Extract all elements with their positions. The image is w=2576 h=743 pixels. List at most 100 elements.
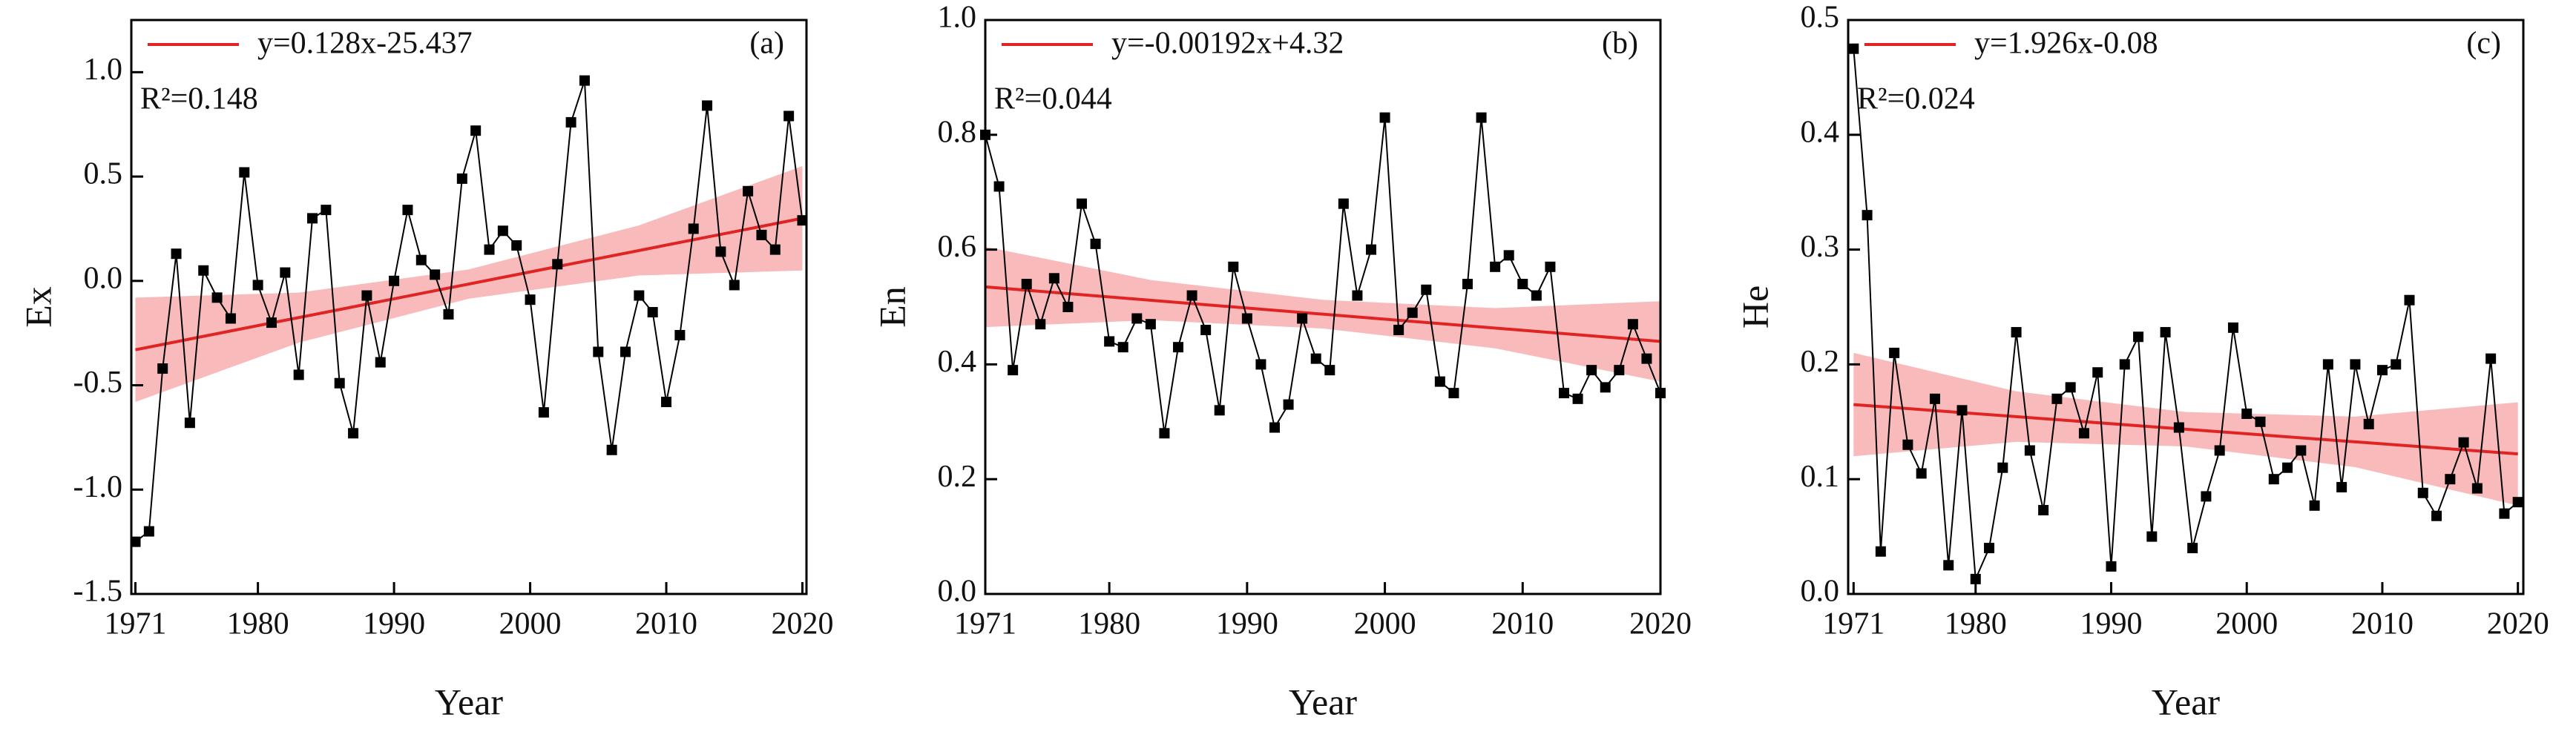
- data-point: [456, 173, 467, 184]
- y-tick-label: 1.0: [84, 53, 123, 87]
- data-point: [1283, 399, 1294, 410]
- data-point: [1902, 439, 1913, 450]
- legend-label: y=1.926x-0.08: [1974, 27, 2158, 61]
- y-tick-label: 0.8: [938, 115, 977, 149]
- data-point: [2011, 327, 2022, 338]
- trend-line: [135, 217, 803, 351]
- data-point: [1848, 43, 1859, 54]
- y-tick-label: -0.5: [73, 366, 123, 400]
- data-point: [389, 275, 400, 286]
- panel-label: (b): [1602, 27, 1638, 61]
- data-point: [321, 205, 332, 216]
- y-tick-label: 0.3: [1801, 230, 1840, 264]
- data-point: [1393, 324, 1404, 335]
- data-point: [1117, 342, 1128, 353]
- data-point: [2485, 353, 2497, 364]
- data-point: [1503, 250, 1514, 261]
- data-point: [143, 526, 154, 537]
- data-point: [565, 116, 576, 128]
- data-point: [2092, 367, 2103, 378]
- data-point: [2024, 445, 2035, 456]
- data-point: [470, 125, 482, 136]
- data-point: [511, 240, 522, 251]
- data-point: [1200, 324, 1212, 335]
- data-point: [430, 269, 441, 280]
- data-line: [134, 80, 804, 543]
- data-point: [702, 100, 713, 111]
- data-point: [1641, 353, 1652, 364]
- data-point: [2282, 462, 2293, 473]
- data-point: [1889, 347, 1900, 358]
- data-point: [661, 397, 672, 408]
- data-point: [2309, 500, 2320, 511]
- data-point: [2255, 416, 2266, 427]
- data-point: [1586, 365, 1597, 376]
- x-tick-label: 2010: [635, 607, 697, 641]
- data-point: [361, 290, 372, 301]
- data-point: [1352, 290, 1363, 301]
- data-point: [348, 428, 359, 439]
- annotation: R²=0.024: [1857, 82, 1975, 116]
- data-point: [184, 417, 195, 429]
- data-point: [647, 307, 658, 318]
- data-point: [1269, 422, 1280, 433]
- data-point: [688, 223, 699, 234]
- data-point: [1559, 388, 1569, 399]
- data-point: [1407, 307, 1418, 318]
- x-tick-label: 2000: [2215, 607, 2278, 641]
- data-point: [1077, 198, 1087, 209]
- x-axis-label: Year: [435, 681, 503, 722]
- y-tick-label: 0.4: [1801, 115, 1840, 149]
- x-tick-label: 1971: [954, 607, 1016, 641]
- data-point: [307, 213, 318, 224]
- data-point: [606, 444, 617, 455]
- data-point: [252, 280, 263, 291]
- y-tick-label: -1.0: [73, 470, 123, 504]
- data-point: [1572, 393, 1583, 404]
- data-point: [1008, 365, 1019, 376]
- data-point: [2350, 359, 2361, 370]
- x-tick-label: 2000: [499, 607, 562, 641]
- data-line: [1853, 48, 2519, 580]
- data-point: [674, 329, 686, 340]
- data-point: [2296, 445, 2307, 456]
- data-point: [2445, 474, 2456, 485]
- data-point: [1021, 279, 1032, 290]
- data-point: [2376, 365, 2388, 376]
- x-tick-label: 2000: [1354, 607, 1416, 641]
- data-point: [525, 294, 536, 306]
- data-point: [1104, 336, 1115, 347]
- trend-line: [985, 285, 1661, 343]
- x-tick-label: 1990: [363, 607, 425, 641]
- legend-label: y=-0.00192x+4.32: [1111, 27, 1344, 61]
- y-tick-label: 0.2: [938, 460, 977, 494]
- plot-frame: [1847, 19, 2525, 595]
- data-point: [211, 292, 223, 303]
- x-tick-label: 1990: [1216, 607, 1278, 641]
- data-point: [1228, 261, 1239, 272]
- y-tick-label: 0.4: [938, 345, 977, 379]
- y-tick-label: 0.0: [938, 575, 977, 609]
- data-point: [2363, 418, 2374, 429]
- data-point: [1545, 261, 1556, 272]
- data-point: [2173, 422, 2184, 433]
- data-point: [1241, 313, 1252, 324]
- data-point: [2458, 437, 2469, 448]
- data-point: [2391, 359, 2402, 370]
- data-point: [579, 75, 590, 86]
- y-tick-label: 0.2: [1801, 345, 1840, 379]
- data-point: [783, 110, 795, 122]
- data-point: [280, 267, 291, 278]
- data-point: [1366, 244, 1376, 255]
- data-point: [1943, 560, 1954, 571]
- data-point: [1324, 365, 1335, 376]
- data-point: [634, 290, 645, 301]
- y-tick-label: 0.5: [84, 157, 123, 191]
- data-point: [729, 280, 740, 291]
- data-point: [2051, 393, 2063, 404]
- plot-frame: [984, 19, 1662, 595]
- data-point: [225, 313, 236, 324]
- data-point: [2268, 474, 2279, 485]
- annotation: R²=0.044: [994, 82, 1112, 116]
- x-tick-label: 1971: [105, 607, 167, 641]
